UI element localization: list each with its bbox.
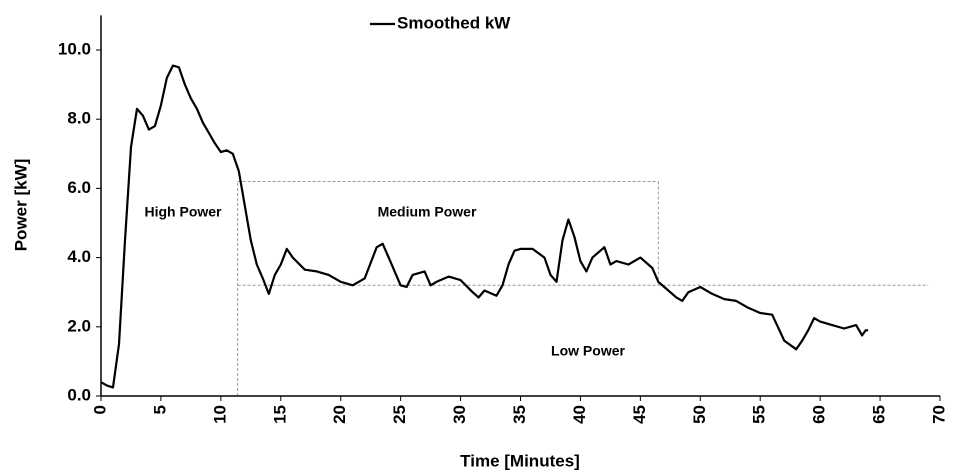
y-tick-label: 8.0 — [67, 109, 91, 128]
x-tick-label: 40 — [570, 405, 589, 424]
x-tick-label: 60 — [810, 405, 829, 424]
x-tick-label: 35 — [510, 405, 529, 424]
x-tick-label: 20 — [330, 405, 349, 424]
x-tick-label: 25 — [390, 405, 409, 424]
x-tick-label: 70 — [929, 405, 948, 424]
y-tick-label: 6.0 — [67, 178, 91, 197]
x-axis-label: Time [Minutes] — [460, 451, 580, 470]
region-label: Low Power — [551, 343, 625, 359]
y-tick-label: 2.0 — [67, 316, 91, 335]
x-tick-label: 30 — [450, 405, 469, 424]
x-tick-label: 10 — [210, 405, 229, 424]
x-tick-label: 65 — [870, 405, 889, 424]
x-tick-label: 45 — [630, 405, 649, 424]
y-tick-label: 0.0 — [67, 385, 91, 404]
region-label: High Power — [144, 204, 222, 220]
x-tick-label: 15 — [270, 405, 289, 424]
x-tick-label: 55 — [750, 405, 769, 424]
x-tick-label: 50 — [690, 405, 709, 424]
y-tick-label: 4.0 — [67, 247, 91, 266]
legend-label: Smoothed kW — [397, 13, 511, 32]
x-tick-label: 5 — [150, 405, 169, 414]
y-axis-label: Power [kW] — [11, 159, 30, 252]
y-tick-label: 10.0 — [58, 39, 91, 58]
region-label: Medium Power — [378, 204, 477, 220]
data-line — [100, 64, 869, 389]
x-tick-label: 0 — [90, 405, 109, 414]
